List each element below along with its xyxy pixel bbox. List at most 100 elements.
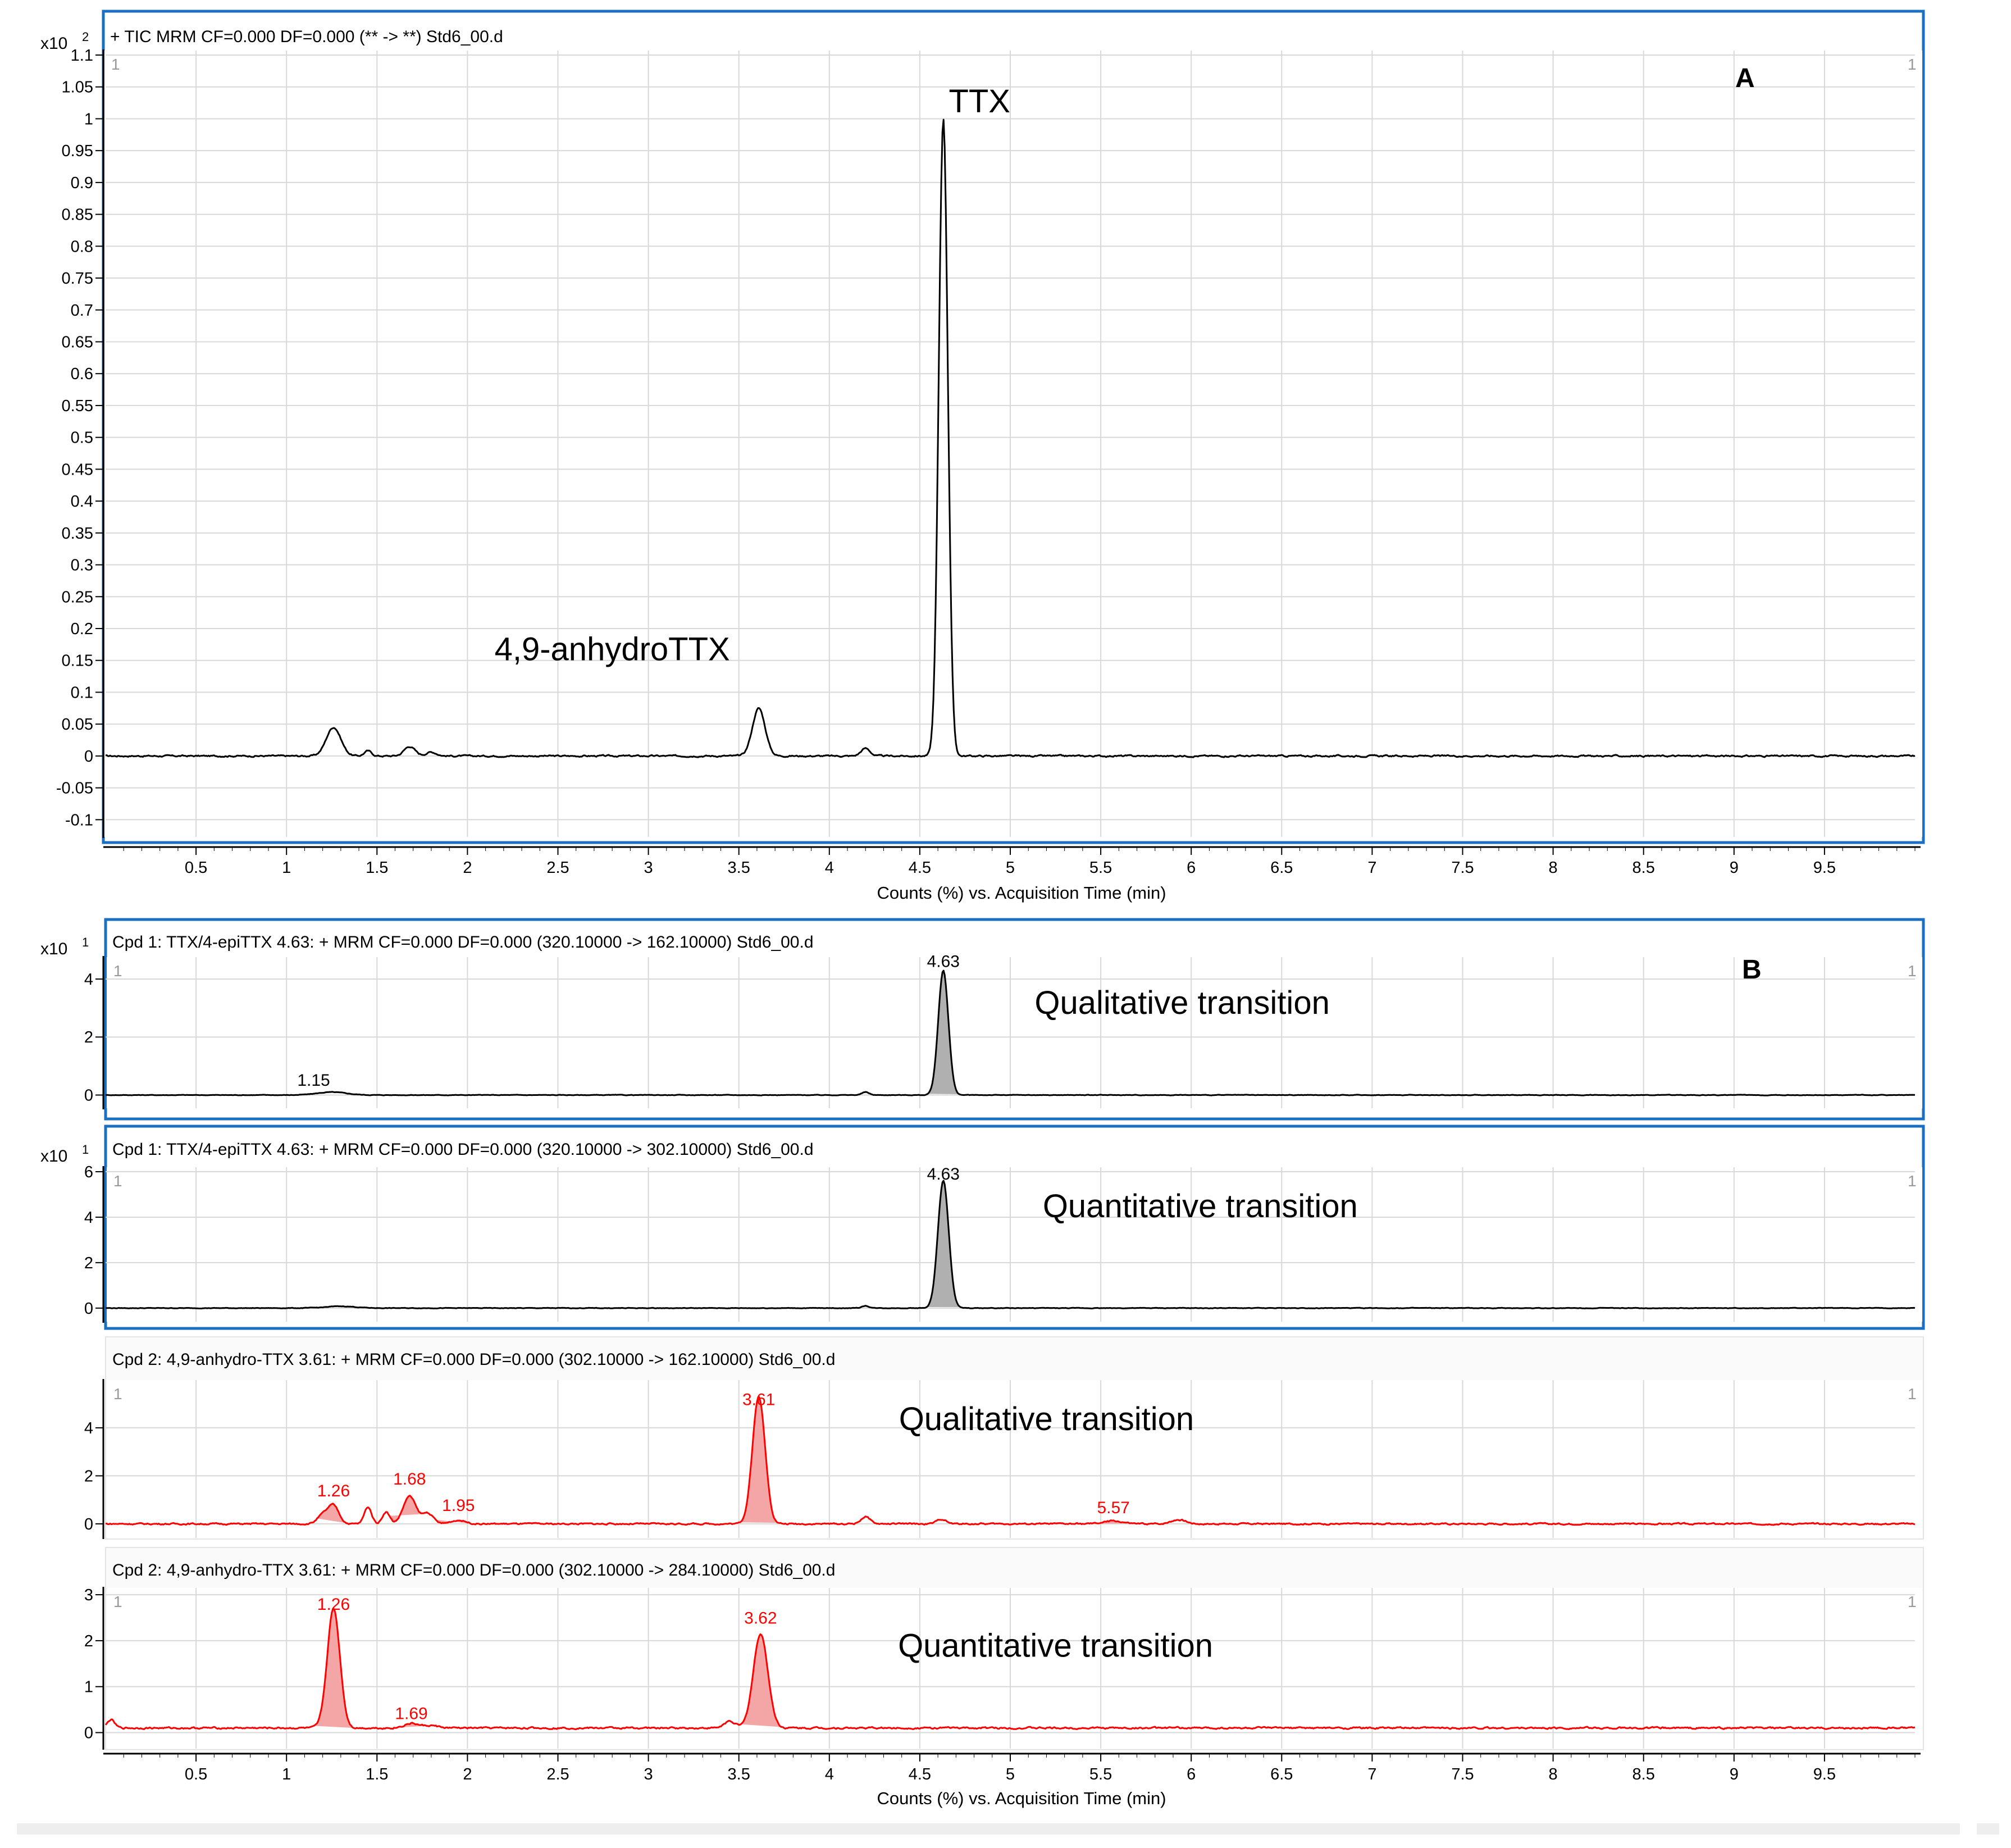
chromatogram-panel-5: Cpd 2: 4,9-anhydro-TTX 3.61: + MRM CF=0.… — [84, 1547, 1924, 1750]
frame-marker-right: 1 — [1908, 1385, 1917, 1403]
y-tick-label: -0.05 — [56, 780, 93, 798]
y-tick-label: 1 — [84, 1678, 93, 1696]
y-multiplier-exponent: 2 — [82, 30, 89, 44]
x-tick-label: 9 — [1730, 1765, 1739, 1783]
peak-label: 4.63 — [927, 952, 960, 971]
x-tick-label: 6.5 — [1270, 1765, 1293, 1783]
x-tick-label: 3.5 — [728, 859, 750, 877]
y-tick-label: 0.15 — [62, 652, 93, 670]
x-tick-label: 0.5 — [185, 859, 207, 877]
x-tick-label: 8 — [1549, 859, 1558, 877]
y-tick-label: 2 — [84, 1028, 93, 1046]
y-multiplier: x10 — [40, 940, 67, 958]
x-axis-title: Counts (%) vs. Acquisition Time (min) — [877, 1788, 1166, 1808]
chromatogram-panel-2: Cpd 1: TTX/4-epiTTX 4.63: + MRM CF=0.000… — [40, 918, 1925, 1121]
y-tick-label: 0.45 — [62, 461, 93, 479]
x-tick-label: 7.5 — [1451, 1765, 1474, 1783]
x-tick-label: 9 — [1730, 859, 1739, 877]
frame-marker-left: 1 — [113, 1172, 122, 1190]
peak-fill — [389, 1495, 429, 1522]
frame-marker-right: 1 — [1908, 1593, 1917, 1610]
x-axis-title: Counts (%) vs. Acquisition Time (min) — [877, 883, 1166, 903]
annotation-label: Quantitative transition — [898, 1628, 1213, 1664]
y-multiplier: x10 — [40, 34, 67, 53]
x-tick-label: 0.5 — [185, 1765, 207, 1783]
y-tick-label: 0.05 — [62, 716, 93, 734]
panel-label: A — [1735, 63, 1755, 93]
x-axis-2: 0.5 1 1.5 2 2.5 3 3.5 4 4.5 5 5.5 6 6.5 7 7.5 8 8.5 9 9.5 C… — [103, 1753, 1921, 1808]
y-tick-label: 3 — [84, 1586, 93, 1604]
panel-header: Cpd 2: 4,9-anhydro-TTX 3.61: + MRM CF=0.… — [112, 1561, 835, 1580]
y-tick-label: 2 — [84, 1254, 93, 1272]
plot-area — [107, 1588, 1922, 1749]
panel-header: Cpd 2: 4,9-anhydro-TTX 3.61: + MRM CF=0.… — [112, 1350, 835, 1369]
y-tick-label: 0.8 — [71, 238, 93, 256]
peak-label: 1.95 — [442, 1496, 475, 1515]
y-tick-label: 0.7 — [71, 302, 93, 320]
chromatogram-panel-1: + TIC MRM CF=0.000 DF=0.000 (** -> **) S… — [40, 10, 1925, 844]
y-tick-label: 0.25 — [62, 588, 93, 606]
x-tick-label: 6.5 — [1270, 859, 1293, 877]
y-tick-label: 0.4 — [71, 493, 93, 511]
y-tick-label: 0.1 — [71, 684, 93, 702]
y-multiplier: x10 — [40, 1147, 67, 1166]
x-tick-label: 1.5 — [366, 1765, 388, 1783]
y-tick-label: 0.6 — [71, 365, 93, 383]
y-tick-label: 1.1 — [71, 47, 93, 65]
y-tick-label: 4 — [84, 1419, 93, 1437]
y-tick-label: 2 — [84, 1467, 93, 1485]
plot-area — [107, 1167, 1922, 1322]
y-tick-label: 4 — [84, 971, 93, 989]
x-tick-label: 2 — [463, 1765, 472, 1783]
peak-label: 3.61 — [742, 1391, 775, 1409]
frame-marker-right: 1 — [1908, 1172, 1917, 1190]
trace-line — [105, 969, 1915, 1096]
x-tick-label: 6 — [1187, 859, 1196, 877]
annotation-label: TTX — [949, 83, 1010, 120]
frame-marker-left: 1 — [113, 1593, 122, 1610]
x-tick-label: 5 — [1006, 1765, 1015, 1783]
annotation-label: Quantitative transition — [1043, 1188, 1358, 1225]
bottom-scrollbar[interactable] — [17, 1823, 1960, 1835]
annotation-label: Qualitative transition — [1034, 985, 1329, 1021]
y-multiplier-exponent: 1 — [82, 1143, 89, 1157]
frame-marker-left: 1 — [113, 962, 122, 980]
frame-marker-right: 1 — [1908, 56, 1917, 73]
x-tick-label: 3 — [644, 1765, 653, 1783]
x-tick-label: 5.5 — [1089, 859, 1112, 877]
x-tick-label: 2.5 — [546, 1765, 569, 1783]
y-tick-label: 0 — [84, 748, 93, 766]
frame-marker-left: 1 — [111, 56, 120, 73]
x-tick-label: 6 — [1187, 1765, 1196, 1783]
plot-area — [104, 51, 1922, 837]
y-tick-label: -0.1 — [65, 811, 93, 829]
annotation-label: Qualitative transition — [899, 1401, 1194, 1437]
y-tick-label: 1.05 — [62, 79, 93, 97]
panel-header: + TIC MRM CF=0.000 DF=0.000 (** -> **) S… — [110, 28, 503, 46]
y-tick-label: 0 — [84, 1515, 93, 1533]
x-tick-label: 5.5 — [1089, 1765, 1112, 1783]
x-tick-label: 4 — [825, 1765, 834, 1783]
x-tick-label: 9.5 — [1813, 1765, 1836, 1783]
x-tick-label: 9.5 — [1813, 859, 1836, 877]
x-tick-label: 8.5 — [1632, 859, 1655, 877]
x-tick-label: 4.5 — [909, 1765, 931, 1783]
x-tick-label: 3 — [644, 859, 653, 877]
y-tick-label: 0.2 — [71, 620, 93, 638]
trace-line — [105, 1180, 1916, 1310]
y-tick-label: 0 — [84, 1724, 93, 1742]
frame-marker-right: 1 — [1908, 962, 1917, 980]
x-tick-label: 5 — [1006, 859, 1015, 877]
scrollbar-corner — [1977, 1823, 1999, 1835]
x-tick-label: 7 — [1367, 859, 1376, 877]
y-tick-label: 0.65 — [62, 333, 93, 351]
y-tick-label: 0.95 — [62, 142, 93, 160]
x-tick-label: 2.5 — [546, 859, 569, 877]
y-tick-label: 0.5 — [71, 429, 93, 447]
x-tick-label: 2 — [463, 859, 472, 877]
x-tick-label: 1.5 — [366, 859, 388, 877]
peak-label: 1.15 — [297, 1071, 330, 1090]
peak-label: 4.63 — [927, 1165, 960, 1184]
peak-label: 3.62 — [744, 1609, 777, 1627]
